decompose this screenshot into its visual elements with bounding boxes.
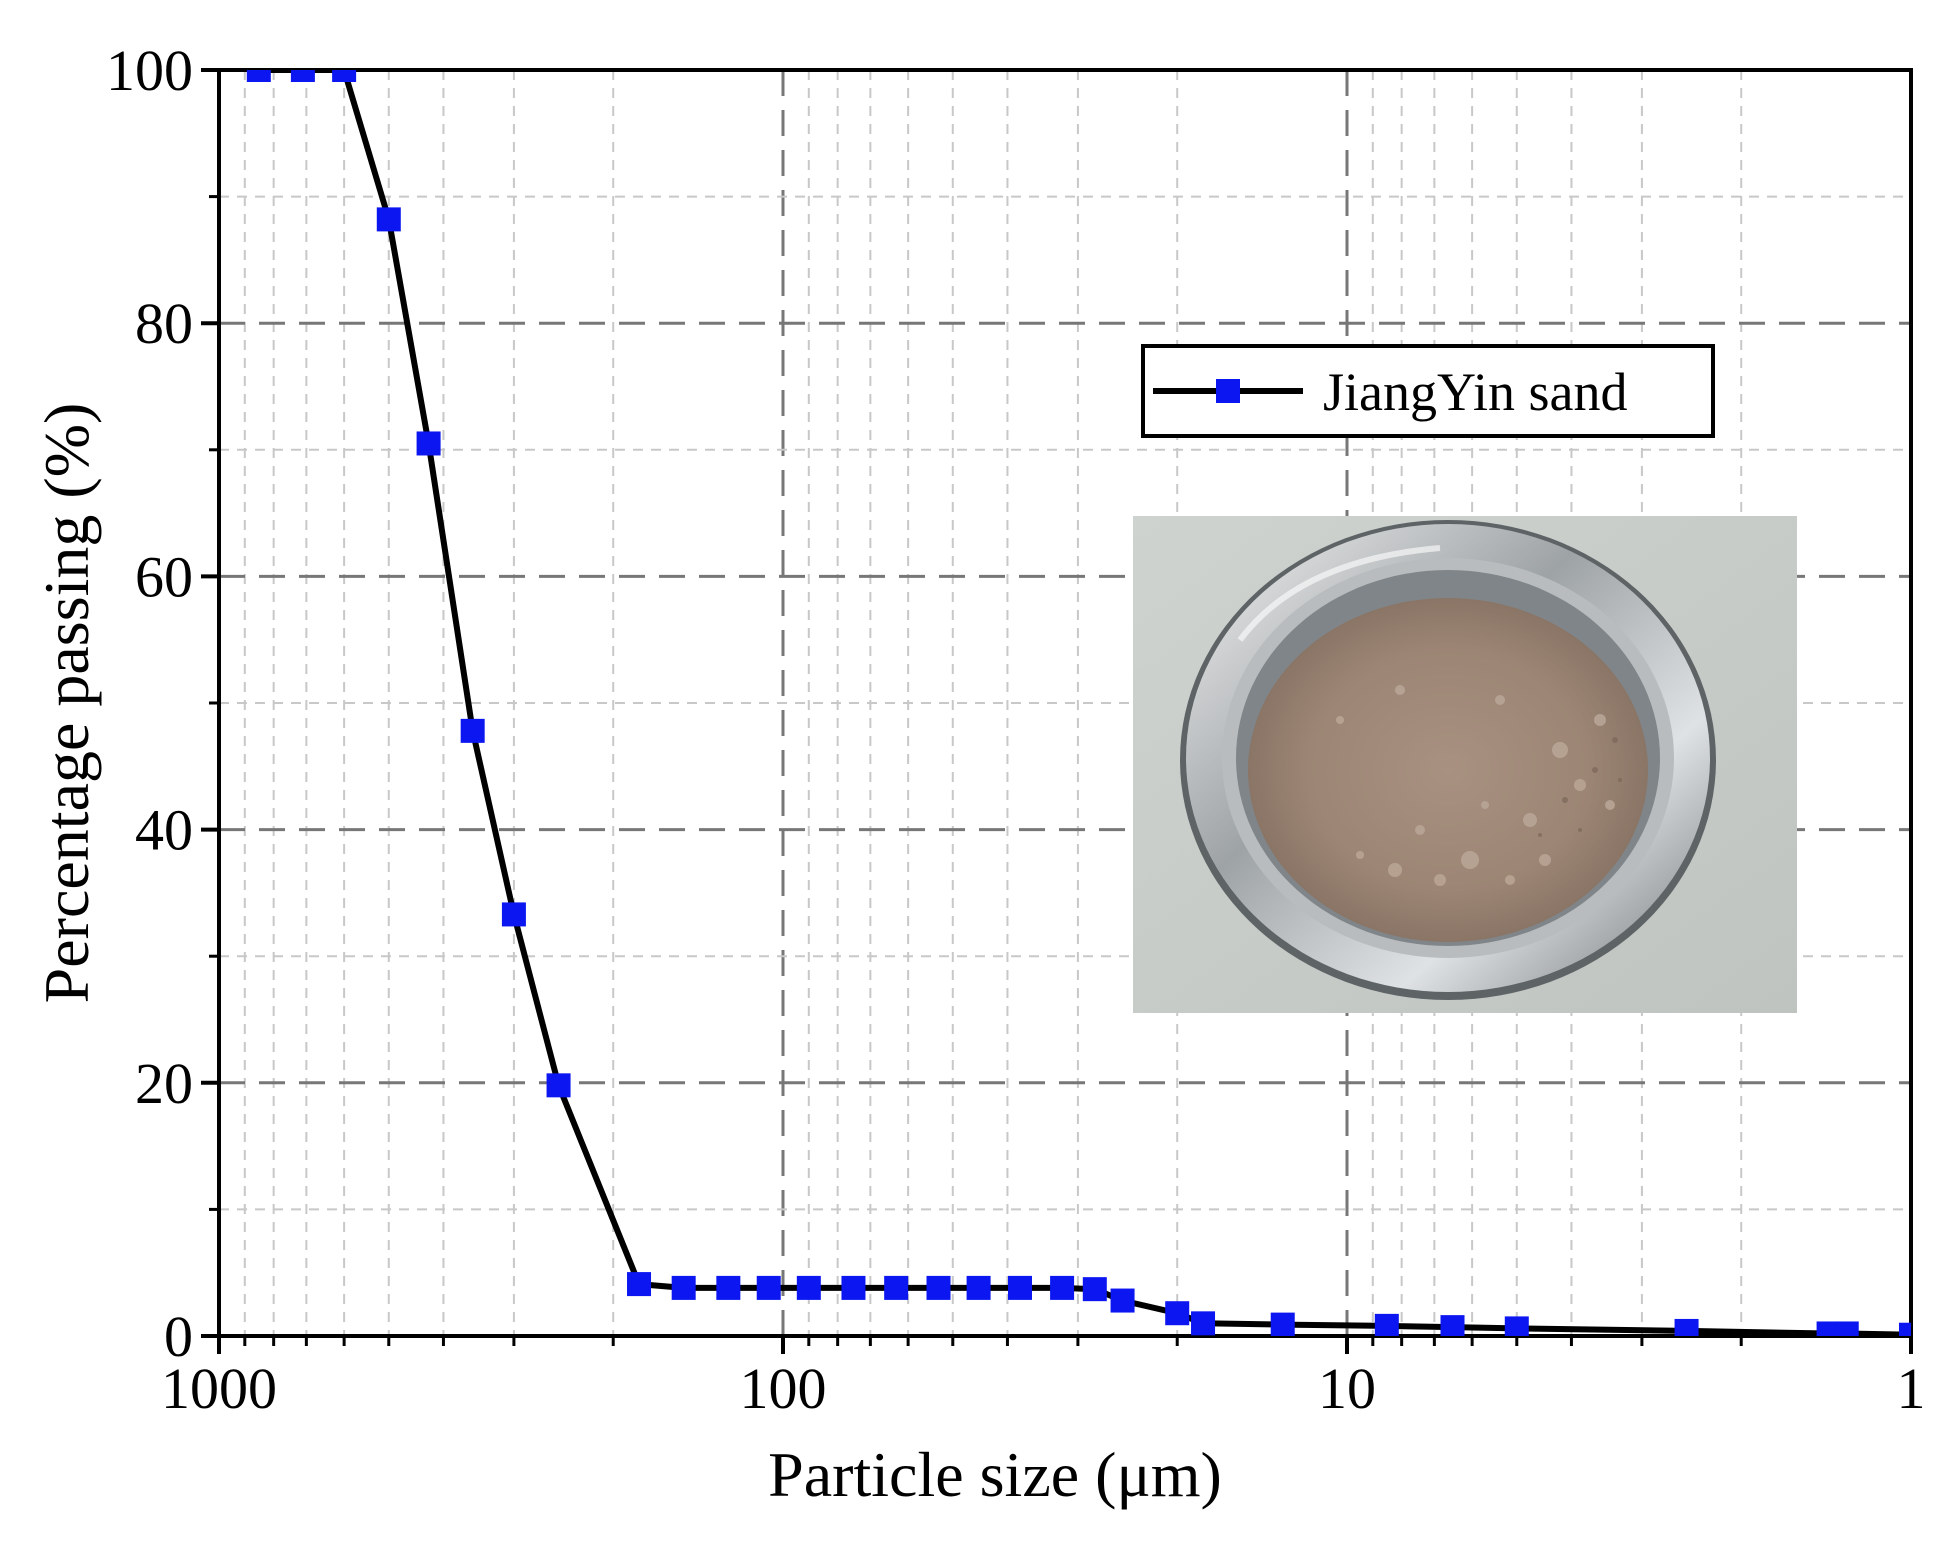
x-axis-title: Particle size (μm) — [768, 1439, 1222, 1510]
data-point — [546, 1073, 571, 1098]
data-point — [1165, 1301, 1190, 1326]
data-point — [966, 1275, 991, 1300]
data-point — [416, 431, 441, 456]
x-tick-label: 10 — [1318, 1356, 1376, 1421]
data-point — [1834, 1321, 1859, 1336]
data-point — [1110, 1288, 1135, 1313]
y-tick-label: 60 — [135, 544, 193, 609]
data-point — [332, 70, 357, 82]
data-point — [246, 70, 271, 82]
data-point — [716, 1275, 741, 1300]
data-point — [1504, 1316, 1529, 1336]
y-tick-label: 20 — [135, 1051, 193, 1116]
sand-sample-photo — [1133, 516, 1797, 1013]
data-point — [1899, 1322, 1911, 1336]
data-point — [1008, 1275, 1033, 1300]
y-tick-label: 0 — [164, 1304, 193, 1369]
legend-marker-swatch — [1216, 379, 1240, 403]
data-point — [884, 1275, 909, 1300]
data-point — [1816, 1321, 1841, 1336]
x-tick-label: 1 — [1897, 1356, 1926, 1421]
data-point — [290, 70, 315, 82]
data-point — [1191, 1311, 1216, 1336]
data-point — [1050, 1275, 1075, 1300]
x-tick-label: 1000 — [161, 1356, 277, 1421]
data-point — [756, 1275, 781, 1300]
data-point — [501, 902, 526, 927]
data-point — [796, 1275, 821, 1300]
y-tick-label: 80 — [135, 291, 193, 356]
data-point — [627, 1272, 652, 1297]
y-tick-label: 40 — [135, 798, 193, 863]
data-point — [926, 1275, 951, 1300]
data-point — [1082, 1277, 1107, 1302]
y-axis-title: Percentage passing (%) — [31, 403, 102, 1004]
data-point — [1440, 1315, 1465, 1336]
legend: JiangYin sand — [1141, 344, 1715, 438]
y-tick-label: 100 — [106, 38, 193, 103]
data-point — [1374, 1313, 1399, 1336]
x-tick-label: 100 — [740, 1356, 827, 1421]
data-point — [376, 207, 401, 232]
data-point — [671, 1275, 696, 1300]
data-series — [246, 70, 1911, 1336]
data-point — [841, 1275, 866, 1300]
data-point — [460, 718, 485, 743]
legend-label: JiangYin sand — [1323, 362, 1628, 422]
data-point — [1270, 1312, 1295, 1336]
data-point — [1674, 1318, 1699, 1336]
series-group — [246, 70, 1911, 1336]
